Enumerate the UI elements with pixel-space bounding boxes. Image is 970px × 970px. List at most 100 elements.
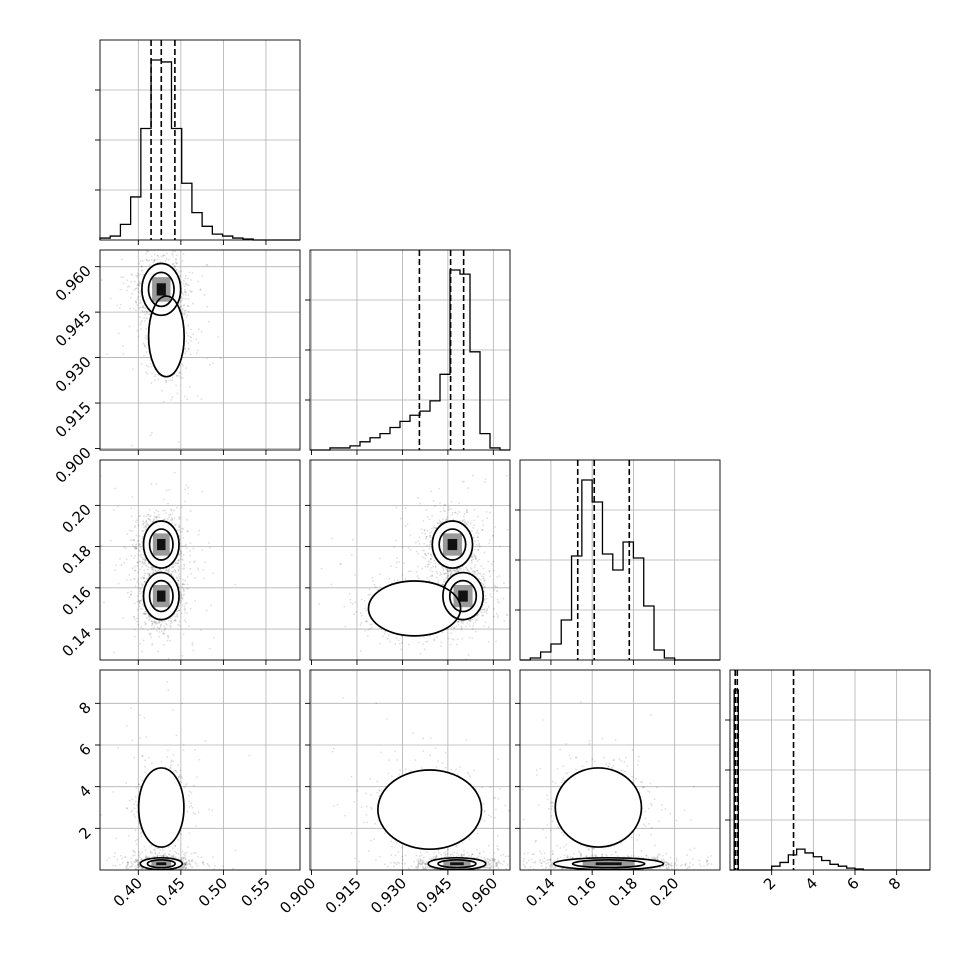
scatter-point [135, 521, 137, 524]
scatter-point [177, 565, 180, 568]
scatter-point [174, 266, 176, 269]
scatter-point [144, 182, 146, 184]
scatter-point [141, 604, 144, 606]
scatter-point [131, 292, 133, 295]
scatter-point [143, 577, 146, 579]
scatter-point [139, 260, 142, 263]
scatter-point [181, 313, 184, 316]
scatter-point [133, 526, 136, 529]
scatter-point [176, 610, 179, 613]
panel-frame [99, 39, 301, 241]
scatter-point [142, 520, 145, 523]
scatter-point [206, 264, 209, 267]
scatter-point [176, 615, 179, 618]
scatter-point [139, 599, 142, 602]
scatter-point [477, 548, 480, 551]
scatter-point [164, 509, 167, 512]
scatter-point [156, 626, 159, 629]
histogram-step [730, 689, 930, 871]
scatter-point [155, 621, 157, 623]
scatter-point [137, 524, 140, 527]
scatter-point [419, 502, 422, 505]
scatter-point [487, 605, 490, 608]
scatter-point [185, 484, 188, 487]
scatter-point [170, 517, 173, 520]
scatter-point [168, 244, 170, 246]
panel-content [100, 182, 222, 447]
scatter-point [137, 571, 140, 574]
scatter-point [204, 561, 207, 564]
scatter-point [165, 380, 168, 383]
scatter-point [143, 612, 146, 615]
scatter-point [143, 558, 146, 561]
scatter-point [190, 572, 192, 575]
scatter-point [134, 220, 136, 222]
scatter-point [124, 547, 127, 550]
scatter-point [138, 590, 141, 593]
scatter-point [184, 294, 187, 296]
scatter-point [180, 550, 183, 553]
scatter-point [186, 530, 189, 533]
scatter-point [115, 564, 118, 567]
scatter-point [177, 559, 180, 562]
scatter-point [145, 252, 147, 255]
scatter-point [158, 635, 160, 638]
scatter-point [234, 583, 237, 586]
scatter-point [178, 620, 181, 623]
scatter-point [467, 521, 469, 523]
histogram-panel-2 [515, 459, 721, 665]
scatter-point [183, 567, 186, 570]
scatter-point [137, 287, 139, 290]
panel-content [100, 460, 237, 660]
scatter-point [138, 543, 141, 546]
scatter-point [177, 575, 180, 578]
scatter-point [174, 619, 177, 622]
scatter-point [157, 627, 160, 630]
scatter-point [158, 516, 160, 519]
scatter-point [146, 573, 149, 576]
scatter-point [185, 350, 188, 353]
scatter-point [133, 578, 136, 580]
scatter-point [130, 593, 132, 596]
scatter-point [113, 651, 116, 654]
scatter-point [168, 488, 171, 491]
scatter-point [199, 289, 202, 292]
scatter-point [181, 259, 184, 262]
scatter-point [171, 522, 173, 524]
scatter-point [155, 623, 158, 625]
scatter-point [137, 586, 140, 589]
scatter-point [185, 587, 188, 590]
scatter-point [177, 375, 180, 377]
scatter-point [168, 516, 170, 519]
scatter-point [194, 560, 196, 563]
scatter-point [169, 626, 172, 628]
scatter-point [133, 565, 136, 568]
scatter-point [144, 337, 147, 339]
panel-frame [309, 249, 511, 451]
scatter-point [212, 572, 214, 575]
scatter-point [133, 602, 136, 605]
scatter-point [122, 282, 125, 285]
scatter-point [128, 574, 131, 577]
scatter-point [152, 569, 155, 572]
scatter-point [178, 275, 181, 277]
scatter-point [135, 301, 138, 304]
scatter-point [171, 253, 174, 256]
scatter-point [155, 516, 158, 519]
scatter-point [181, 557, 183, 560]
scatter-point [210, 604, 213, 607]
scatter-point [180, 281, 183, 284]
scatter-point [148, 573, 151, 576]
scatter-point [177, 609, 180, 612]
scatter-point [177, 569, 180, 571]
scatter-point [174, 250, 177, 253]
scatter-point [184, 352, 187, 355]
scatter-point [208, 647, 211, 650]
scatter-point [138, 600, 140, 603]
scatter-point [190, 291, 192, 293]
scatter-point [175, 562, 178, 565]
scatter-point [190, 336, 192, 339]
scatter-point [142, 529, 145, 532]
scatter-point [131, 538, 134, 541]
scatter-point [144, 246, 146, 248]
